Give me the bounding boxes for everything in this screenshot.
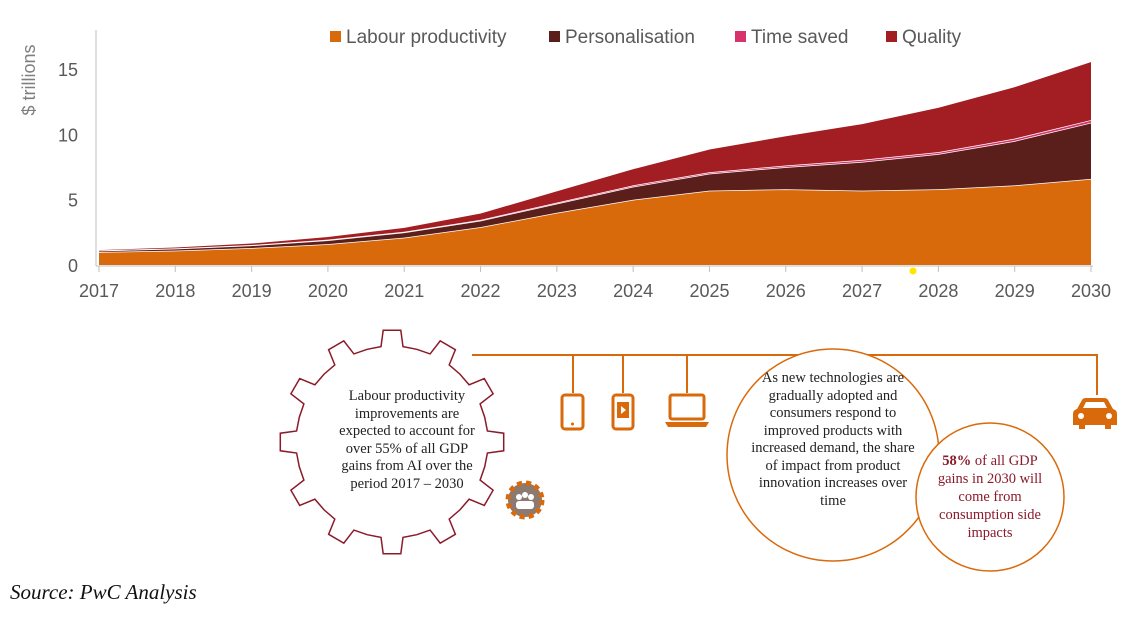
- legend-label: Labour productivity: [346, 27, 507, 48]
- y-axis-label: $ trillions: [19, 44, 39, 115]
- callout-pct: 58%: [942, 453, 972, 469]
- x-ticks: 2017 2018 2019 2020 2021 2022 2023 2024 2025 2026…: [79, 266, 1111, 301]
- y-ticks: 0 5 10 15: [58, 60, 78, 276]
- series-edge: [98, 60, 1092, 251]
- x-tick-label: 2023: [537, 281, 577, 301]
- timeline-line: [472, 354, 1098, 395]
- y-tick-label: 15: [58, 60, 78, 80]
- x-tick-label: 2027: [842, 281, 882, 301]
- callout-text: of all GDP gains in 2030 will come from …: [937, 453, 1043, 541]
- legend-swatch: [735, 31, 746, 42]
- source-note: Source: PwC Analysis: [10, 580, 197, 604]
- y-tick-label: 10: [58, 125, 78, 145]
- x-tick-label: 2026: [766, 281, 806, 301]
- people-gear-icon: [505, 480, 545, 520]
- x-tick-label: 2021: [384, 281, 424, 301]
- x-tick-label: 2024: [613, 281, 653, 301]
- marker-dot: [909, 267, 917, 275]
- chart-axes: [95, 30, 1093, 267]
- legend-swatch: [549, 31, 560, 42]
- x-tick-label: 2020: [308, 281, 348, 301]
- y-tick-label: 5: [68, 191, 78, 211]
- legend-swatch: [330, 31, 341, 42]
- phone-icon: [611, 393, 635, 431]
- x-tick-label: 2029: [995, 281, 1035, 301]
- x-tick-label: 2030: [1071, 281, 1111, 301]
- area-quality: [99, 61, 1091, 251]
- tablet-icon: [560, 393, 585, 431]
- car-icon: [1073, 398, 1117, 429]
- chart-areas: [98, 60, 1092, 265]
- y-tick-label: 0: [68, 256, 78, 276]
- gear-text: Labour productivity improvements are exp…: [339, 388, 475, 492]
- consumption-callout: 58% of all GDP gains in 2030 will come f…: [930, 452, 1050, 542]
- x-tick-label: 2025: [689, 281, 729, 301]
- gear-shape: [279, 329, 505, 555]
- adoption-text: As new technologies are gradually adopte…: [751, 370, 915, 509]
- legend-label: Time saved: [751, 27, 849, 48]
- x-tick-label: 2019: [232, 281, 272, 301]
- area-labour-productivity: [99, 178, 1091, 265]
- legend-label: Personalisation: [565, 27, 695, 48]
- legend: Labour productivity Personalisation Time s…: [330, 27, 962, 48]
- x-tick-label: 2022: [461, 281, 501, 301]
- area-personalisation: [99, 122, 1091, 252]
- legend-swatch: [886, 31, 897, 42]
- laptop-icon: [665, 393, 709, 427]
- legend-label: Quality: [902, 27, 962, 48]
- callout-circle: [915, 422, 1065, 572]
- x-tick-label: 2028: [918, 281, 958, 301]
- x-tick-label: 2017: [79, 281, 119, 301]
- x-tick-label: 2018: [155, 281, 195, 301]
